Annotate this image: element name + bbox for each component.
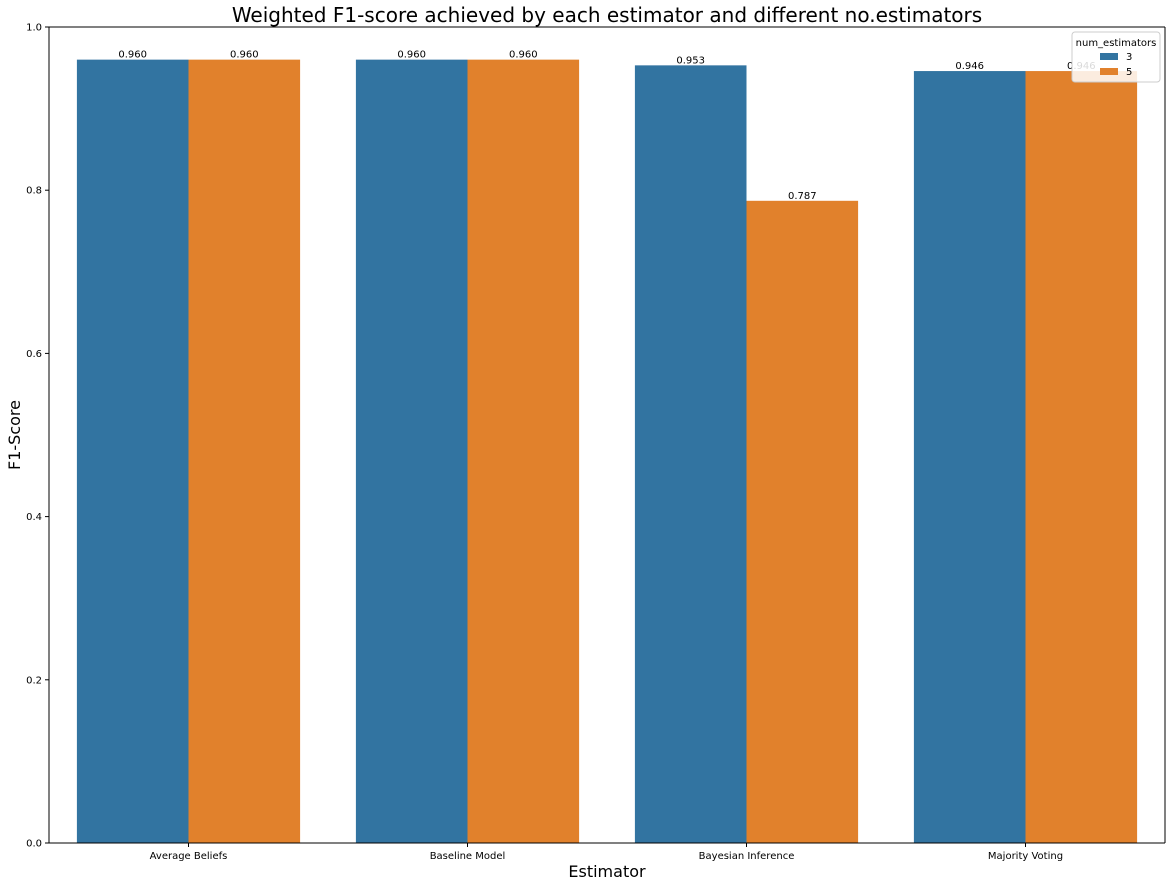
y-tick-label: 0.8	[26, 186, 42, 197]
chart-title: Weighted F1-score achieved by each estim…	[232, 3, 982, 27]
bar	[746, 200, 859, 844]
data-label: 0.953	[676, 55, 705, 66]
bar	[355, 59, 468, 843]
bar	[188, 59, 301, 843]
bar	[1025, 71, 1138, 843]
x-tick-label: Baseline Model	[430, 851, 506, 862]
x-tick-label: Average Beliefs	[150, 851, 228, 862]
legend-label: 3	[1126, 52, 1132, 63]
x-tick-label: Majority Voting	[988, 851, 1063, 862]
y-axis-title: F1-Score	[5, 400, 24, 470]
data-label: 0.787	[788, 191, 817, 202]
y-tick-label: 1.0	[26, 23, 42, 34]
x-axis-title: Estimator	[568, 862, 646, 881]
bar	[634, 65, 747, 844]
legend-swatch	[1100, 53, 1118, 60]
y-tick-label: 0.4	[26, 512, 42, 523]
y-tick-label: 0.2	[26, 675, 42, 686]
bar	[913, 71, 1026, 843]
data-label: 0.960	[118, 50, 147, 61]
x-tick-label: Bayesian Inference	[699, 851, 795, 862]
legend-label: 5	[1126, 67, 1132, 78]
data-label: 0.960	[509, 50, 538, 61]
bar	[76, 59, 189, 843]
data-label: 0.960	[397, 50, 426, 61]
bar	[467, 59, 580, 843]
legend-swatch	[1100, 68, 1118, 75]
y-tick-label: 0.6	[26, 349, 42, 360]
legend-title: num_estimators	[1076, 38, 1157, 49]
y-tick-label: 0.0	[26, 839, 42, 850]
plot-area: 0.9600.9600.9600.9600.9530.7870.9460.946…	[26, 23, 1166, 862]
data-label: 0.946	[955, 61, 984, 72]
data-label: 0.960	[230, 50, 259, 61]
legend: num_estimators 3 5	[1071, 31, 1161, 83]
